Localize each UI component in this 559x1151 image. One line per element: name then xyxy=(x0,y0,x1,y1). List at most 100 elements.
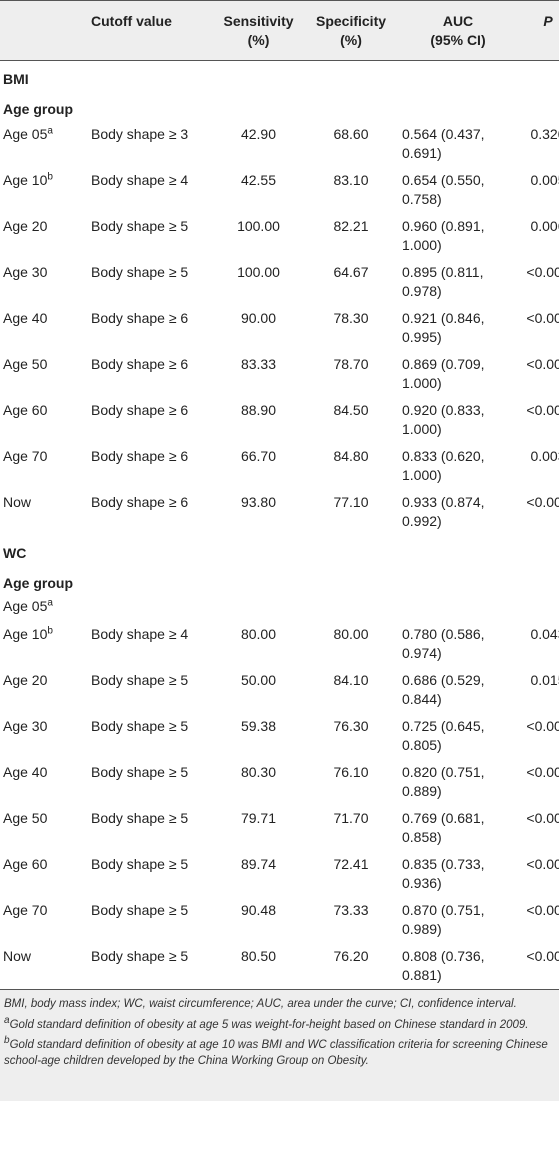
specificity-cell: 71.70 xyxy=(333,810,369,826)
empty-cell xyxy=(84,595,213,621)
auc-value: 0.835 (0.733, 0.936) xyxy=(402,856,485,891)
table-row: Age 10b Body shape ≥ 4 42.55 83.10 0.654 (0.… xyxy=(0,167,559,213)
specificity-cell: 72.41 xyxy=(333,856,369,872)
p-value-cell: <0.001 xyxy=(526,494,559,510)
p-value-cell: 0.015 xyxy=(530,672,559,688)
table-row: Age 40 Body shape ≥ 6 90.00 78.30 0.921 (0.8… xyxy=(0,305,559,351)
specificity-cell: 83.10 xyxy=(333,172,369,188)
sensitivity-cell: 90.00 xyxy=(240,310,277,326)
p-value-cell: <0.001 xyxy=(526,948,559,964)
sensitivity-cell: 93.80 xyxy=(240,494,277,510)
auc-value: 0.654 (0.550, 0.758) xyxy=(402,172,485,207)
cutoff-cell: Body shape ≥ 5 xyxy=(91,856,189,872)
section-title: BMI xyxy=(3,71,29,87)
age-cell: Age 30 xyxy=(0,259,84,305)
table-row: Age 70 Body shape ≥ 5 90.48 73.33 0.870 (0.7… xyxy=(0,897,559,943)
auc-value: 0.960 (0.891, 1.000) xyxy=(402,218,485,253)
age-footnote-marker: a xyxy=(47,597,53,609)
sensitivity-cell: 89.74 xyxy=(240,856,277,872)
age-label: Age 10 xyxy=(3,172,48,188)
specificity-cell: 84.50 xyxy=(333,402,369,418)
age-cell: Age 20 xyxy=(0,667,84,713)
specificity-cell: 84.80 xyxy=(333,448,369,464)
cutoff-cell: Body shape ≥ 5 xyxy=(91,672,189,688)
auc-cell: 0.920 (0.833, 1.000) xyxy=(398,397,518,443)
p-value-cell: 0.320 xyxy=(530,126,559,142)
group-label-row: Age group xyxy=(0,92,559,121)
cutoff-cell: Body shape ≥ 5 xyxy=(91,948,189,964)
age-cell: Age 40 xyxy=(0,305,84,351)
age-label: Age 70 xyxy=(3,448,48,464)
auc-value: 0.933 (0.874, 0.992) xyxy=(402,494,485,529)
specificity-cell: 76.10 xyxy=(333,764,369,780)
cutoff-cell: Body shape ≥ 5 xyxy=(91,218,189,234)
auc-cell: 0.835 (0.733, 0.936) xyxy=(398,851,518,897)
age-cell: Age 60 xyxy=(0,851,84,897)
age-label: Age 30 xyxy=(3,718,48,734)
age-label: Age 20 xyxy=(3,672,48,688)
specificity-cell: 82.21 xyxy=(333,218,369,234)
table-row: Age 40 Body shape ≥ 5 80.30 76.10 0.820 (0.7… xyxy=(0,759,559,805)
age-footnote-marker: b xyxy=(47,171,53,183)
p-value-cell: 0.005 xyxy=(530,172,559,188)
auc-value: 0.895 (0.811, 0.978) xyxy=(402,264,484,299)
auc-value: 0.808 (0.736, 0.881) xyxy=(402,948,485,983)
auc-cell: 0.833 (0.620, 1.000) xyxy=(398,443,518,489)
age-cell: Age 50 xyxy=(0,351,84,397)
table-row: Age 30 Body shape ≥ 5 100.00 64.67 0.895 (0.… xyxy=(0,259,559,305)
table-header: Cutoff value Sensitivity (%) Specificity(… xyxy=(0,0,559,61)
table-row: Age 60 Body shape ≥ 6 88.90 84.50 0.920 (0.8… xyxy=(0,397,559,443)
specificity-cell: 77.10 xyxy=(333,494,369,510)
header-p: P xyxy=(543,13,553,29)
age-cell: Age 60 xyxy=(0,397,84,443)
cutoff-cell: Body shape ≥ 5 xyxy=(91,264,189,280)
age-cell: Now xyxy=(0,489,84,535)
auc-value: 0.564 (0.437, 0.691) xyxy=(402,126,485,161)
specificity-cell: 76.20 xyxy=(333,948,369,964)
age-cell: Age 10b xyxy=(0,621,84,667)
p-value-cell: <0.001 xyxy=(526,264,559,280)
p-value-cell: <0.001 xyxy=(526,718,559,734)
sensitivity-cell: 42.55 xyxy=(240,172,277,188)
header-auc: AUC (95% CI) xyxy=(430,13,486,48)
sensitivity-cell: 83.33 xyxy=(240,356,277,372)
header-specificity: Specificity (%) xyxy=(315,13,387,48)
auc-value: 0.920 (0.833, 1.000) xyxy=(402,402,485,437)
auc-cell: 0.870 (0.751, 0.989) xyxy=(398,897,518,943)
auc-value: 0.769 (0.681, 0.858) xyxy=(402,810,485,845)
p-value-cell: <0.001 xyxy=(526,356,559,372)
section-row: BMI xyxy=(0,61,559,93)
p-value-cell: <0.001 xyxy=(526,856,559,872)
table-row: Age 20 Body shape ≥ 5 100.00 82.21 0.960 (0.… xyxy=(0,213,559,259)
sensitivity-cell: 59.38 xyxy=(240,718,277,734)
sensitivity-cell: 100.00 xyxy=(237,218,280,234)
age-label: Age 50 xyxy=(3,810,48,826)
cutoff-cell: Body shape ≥ 6 xyxy=(91,448,189,464)
auc-cell: 0.654 (0.550, 0.758) xyxy=(398,167,518,213)
auc-value: 0.833 (0.620, 1.000) xyxy=(402,448,485,483)
sensitivity-cell: 50.00 xyxy=(240,672,277,688)
cutoff-cell: Body shape ≥ 4 xyxy=(91,172,189,188)
cutoff-cell: Body shape ≥ 5 xyxy=(91,764,189,780)
age-footnote-marker: a xyxy=(47,125,53,137)
auc-value: 0.725 (0.645, 0.805) xyxy=(402,718,485,753)
header-sensitivity: Sensitivity (%) xyxy=(223,13,294,48)
cutoff-cell: Body shape ≥ 6 xyxy=(91,402,189,418)
table-row: Age 20 Body shape ≥ 5 50.00 84.10 0.686 (0.5… xyxy=(0,667,559,713)
age-cell: Age 20 xyxy=(0,213,84,259)
age-label: Age 10 xyxy=(3,626,48,642)
auc-value: 0.780 (0.586, 0.974) xyxy=(402,626,485,661)
auc-value: 0.921 (0.846, 0.995) xyxy=(402,310,485,345)
age-label: Age 50 xyxy=(3,356,48,372)
table-row: Age 50 Body shape ≥ 5 79.71 71.70 0.769 (0.6… xyxy=(0,805,559,851)
header-empty-cell xyxy=(0,1,84,61)
footnote-abbreviations: BMI, body mass index; WC, waist circumfe… xyxy=(4,998,517,1010)
sensitivity-cell: 80.30 xyxy=(240,764,277,780)
footnote-a: aGold standard definition of obesity at … xyxy=(4,1014,529,1031)
p-value-cell: 0.006 xyxy=(530,218,559,234)
group-label: Age group xyxy=(3,101,73,117)
auc-cell: 0.769 (0.681, 0.858) xyxy=(398,805,518,851)
p-value-cell: <0.001 xyxy=(526,902,559,918)
p-value-cell: <0.001 xyxy=(526,310,559,326)
